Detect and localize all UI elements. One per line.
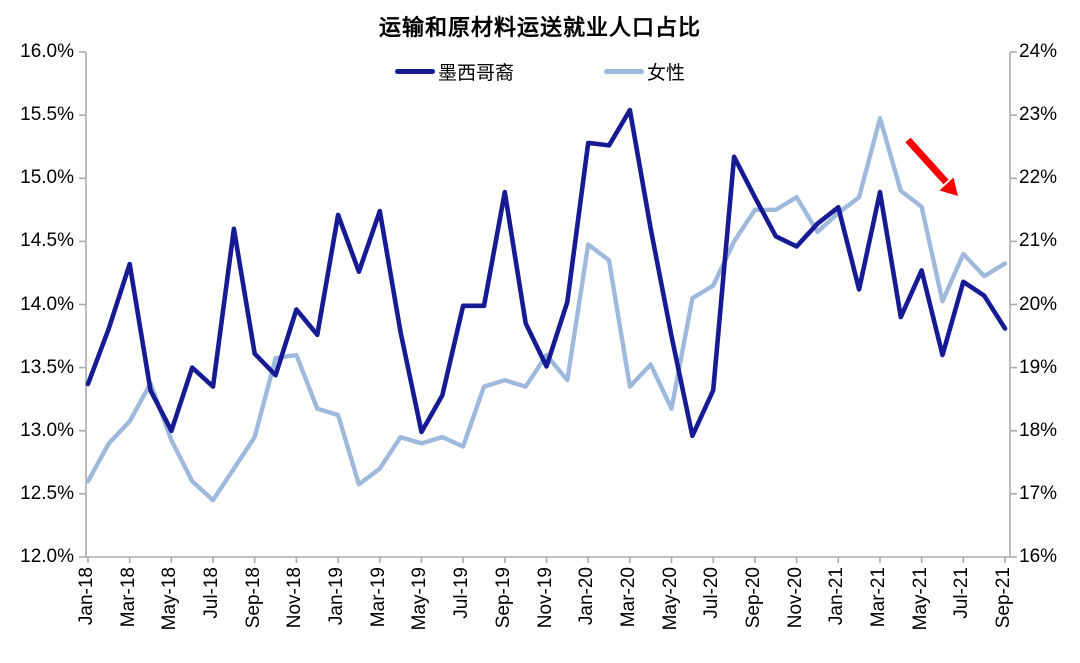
x-axis-tick-label: Jan-18	[76, 567, 97, 626]
y-axis-left-tick-label: 14.0%	[20, 293, 74, 315]
legend-line-swatch	[394, 69, 435, 74]
x-axis-tick-label: May-21	[909, 567, 931, 631]
x-axis-tick-label: Jul-20	[701, 567, 723, 619]
y-axis-left-tick-label: 14.5%	[20, 230, 74, 252]
y-axis-left-tick-label: 13.0%	[20, 419, 74, 441]
x-axis-tick-label: Mar-20	[617, 567, 639, 628]
y-axis-right-tick-label: 17%	[1019, 482, 1058, 504]
y-axis-right-tick-label: 20%	[1019, 293, 1058, 315]
x-axis-tick-label: Jul-21	[951, 567, 973, 619]
y-axis-left-tick-label: 12.5%	[20, 482, 74, 504]
x-axis-tick-label: Nov-20	[784, 567, 806, 629]
y-axis-left-tick-label: 12.0%	[20, 546, 74, 567]
series-line-mexican	[85, 107, 1008, 439]
x-axis-tick-label: Jan-19	[326, 567, 348, 626]
x-axis-tick-label: Jul-19	[451, 567, 473, 619]
x-axis-tick-label: May-19	[409, 567, 431, 631]
chart-title: 运输和原材料运送就业人口占比	[378, 15, 701, 40]
y-axis-right-tick-label: 21%	[1019, 230, 1058, 252]
x-axis-tick-label: Jan-21	[826, 567, 848, 626]
x-axis-tick-label: May-18	[159, 567, 181, 631]
y-axis-right-tick-label: 22%	[1019, 167, 1058, 189]
legend-item-female: 女性	[604, 58, 685, 85]
x-axis-tick-label: May-20	[659, 567, 681, 631]
y-axis-left-tick-label: 15.5%	[20, 104, 74, 126]
x-axis-tick-label: Sep-20	[742, 567, 764, 629]
x-axis-tick-label: Jul-18	[201, 567, 223, 619]
y-axis-right-tick-label: 23%	[1019, 104, 1058, 126]
x-axis-tick-label: Sep-21	[993, 567, 1014, 629]
decline-arrow-annotation	[905, 137, 958, 196]
y-axis-left-tick-label: 13.5%	[20, 356, 74, 378]
x-axis-tick-label: Mar-21	[867, 567, 889, 628]
y-axis-right-tick-label: 16%	[1019, 546, 1058, 567]
x-axis-tick-label: Sep-19	[492, 567, 514, 629]
legend-label: 女性	[647, 63, 686, 84]
y-axis-right-tick-label: 19%	[1019, 356, 1058, 378]
legend-item-mexican: 墨西哥裔	[394, 58, 514, 85]
legend: 墨西哥裔 女性	[0, 58, 1080, 85]
x-axis-tick-label: Jan-20	[576, 567, 598, 626]
arrow-shaft	[905, 137, 949, 185]
y-axis-left-tick-label: 15.0%	[20, 167, 74, 189]
y-axis-right-tick-label: 24%	[1019, 41, 1058, 62]
x-axis-tick-label: Nov-18	[284, 567, 306, 629]
legend-line-swatch	[604, 69, 644, 74]
x-axis-tick-label: Mar-18	[117, 567, 139, 628]
legend-label: 墨西哥裔	[437, 63, 514, 84]
arrow-head	[939, 177, 958, 196]
x-axis-tick-label: Sep-18	[242, 567, 264, 629]
x-axis-tick-label: Nov-19	[534, 567, 556, 629]
y-axis-right-tick-label: 18%	[1019, 419, 1058, 441]
x-axis-tick-label: Mar-19	[367, 567, 389, 628]
series-line-female	[85, 116, 1008, 503]
y-axis-left-tick-label: 16.0%	[20, 41, 74, 62]
